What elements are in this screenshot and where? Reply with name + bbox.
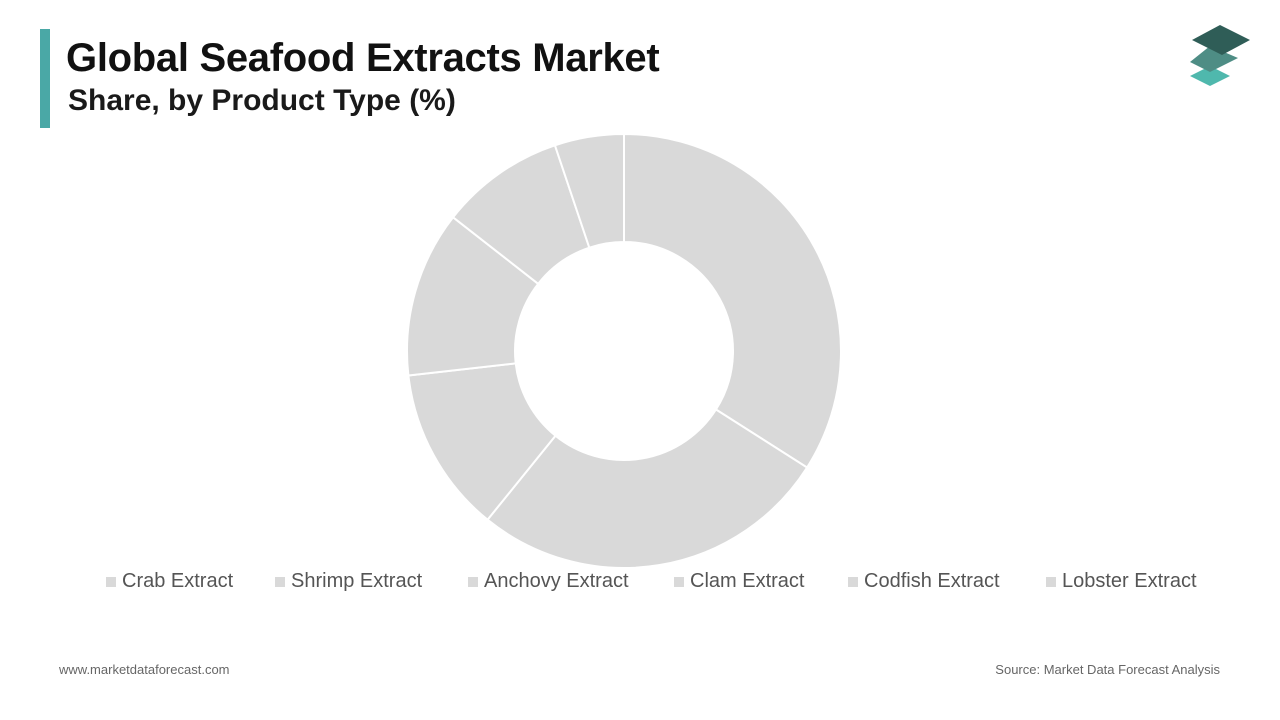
legend-item: Shrimp Extract [275, 570, 422, 593]
legend-swatch [275, 576, 285, 587]
legend-swatch [674, 576, 684, 587]
legend-item: Crab Extract [106, 570, 233, 593]
accent-bar [40, 29, 50, 128]
logo-layer-top [1192, 25, 1250, 55]
logo-layer-middle [1190, 46, 1238, 72]
legend-swatch [1046, 576, 1056, 587]
donut-slices [406, 132, 842, 569]
footer-source: Source: Market Data Forecast Analysis [995, 662, 1220, 677]
legend-item: Lobster Extract [1046, 570, 1197, 593]
legend-label: Lobster Extract [1062, 570, 1197, 592]
donut-slice-crab-extract [623, 132, 842, 469]
chart-title: Global Seafood Extracts Market [66, 36, 660, 80]
legend-item: Codfish Extract [848, 570, 1000, 593]
donut-slice-shrimp-extract [486, 408, 809, 569]
legend-label: Shrimp Extract [291, 570, 423, 592]
legend-item: Clam Extract [674, 570, 804, 593]
legend-swatch [106, 576, 116, 587]
legend-label: Clam Extract [690, 570, 805, 592]
legend-swatch [848, 576, 858, 587]
footer-website: www.marketdataforecast.com [59, 662, 230, 677]
logo-layer-bottom [1190, 66, 1230, 86]
chart-legend: Crab Extract Shrimp Extract Anchovy Extrac… [0, 570, 1280, 596]
legend-swatch [468, 576, 478, 587]
stacked-layers-icon [1190, 25, 1250, 86]
chart-subtitle: Share, by Product Type (%) [68, 84, 456, 117]
donut-slice-lobster-extract [553, 132, 625, 249]
legend-label: Codfish Extract [864, 570, 1000, 592]
legend-label: Crab Extract [122, 570, 234, 592]
legend-label: Anchovy Extract [484, 570, 629, 592]
legend-item: Anchovy Extract [468, 570, 629, 593]
